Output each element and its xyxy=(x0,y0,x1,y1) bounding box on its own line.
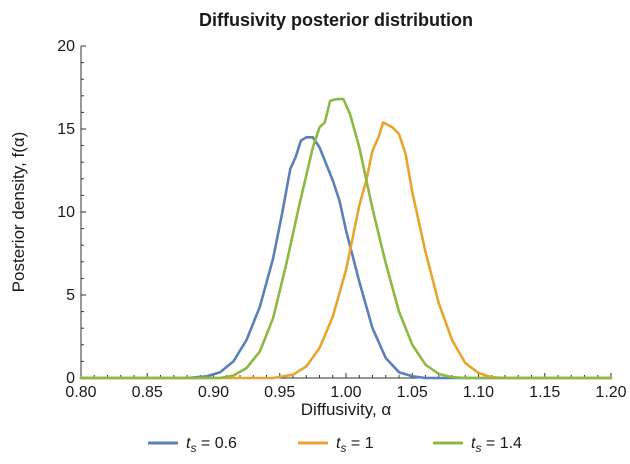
legend-subscript: s xyxy=(475,441,481,455)
x-tick-label: 1.20 xyxy=(595,384,626,401)
series-line-2 xyxy=(79,97,613,380)
legend-label-1: ts = 1 xyxy=(336,435,374,455)
y-tick-label: 5 xyxy=(66,287,75,304)
legend-value: = 1 xyxy=(346,435,373,452)
series-lines xyxy=(79,97,613,380)
legend-var: t xyxy=(186,435,191,452)
y-tick-label: 15 xyxy=(57,121,75,138)
x-tick-label: 0.85 xyxy=(132,384,163,401)
legend-label-2: ts = 1.4 xyxy=(471,435,522,455)
legend-subscript: s xyxy=(340,441,346,455)
y-axis-ticks: 0 5 10 15 20 xyxy=(57,38,86,387)
x-tick-label: 0.90 xyxy=(198,384,229,401)
x-tick-label: 1.05 xyxy=(397,384,428,401)
legend-subscript: s xyxy=(190,441,196,455)
x-tick-label: 0.80 xyxy=(65,384,96,401)
legend-var: t xyxy=(336,435,341,452)
y-tick-label: 20 xyxy=(57,38,75,55)
x-tick-label: 1.00 xyxy=(330,384,361,401)
y-tick-label: 10 xyxy=(57,204,75,221)
x-axis-label: Diffusivity, α xyxy=(301,400,392,419)
x-tick-label: 1.15 xyxy=(529,384,560,401)
legend-value: = 0.6 xyxy=(196,435,237,452)
series-line-1 xyxy=(79,121,613,380)
x-tick-label: 0.95 xyxy=(264,384,295,401)
legend: ts = 0.6 ts = 1 ts = 1.4 xyxy=(148,435,522,455)
x-axis-ticks: 0.80 0.85 0.90 0.95 1.00 1.05 1.10 1.15 1.20 xyxy=(65,373,627,401)
chart-title: Diffusivity posterior distribution xyxy=(199,10,473,30)
legend-label-0: ts = 0.6 xyxy=(186,435,237,455)
legend-value: = 1.4 xyxy=(481,435,522,452)
series-line-0 xyxy=(79,136,613,380)
x-tick-label: 1.10 xyxy=(463,384,494,401)
y-tick-label: 0 xyxy=(66,370,75,387)
plot-area: 0 5 10 15 20 0.80 0.85 0.90 0.95 1.00 1.05 1.10 1.1… xyxy=(57,38,626,401)
y-axis-label: Posterior density, f(α) xyxy=(9,132,28,293)
legend-var: t xyxy=(471,435,476,452)
